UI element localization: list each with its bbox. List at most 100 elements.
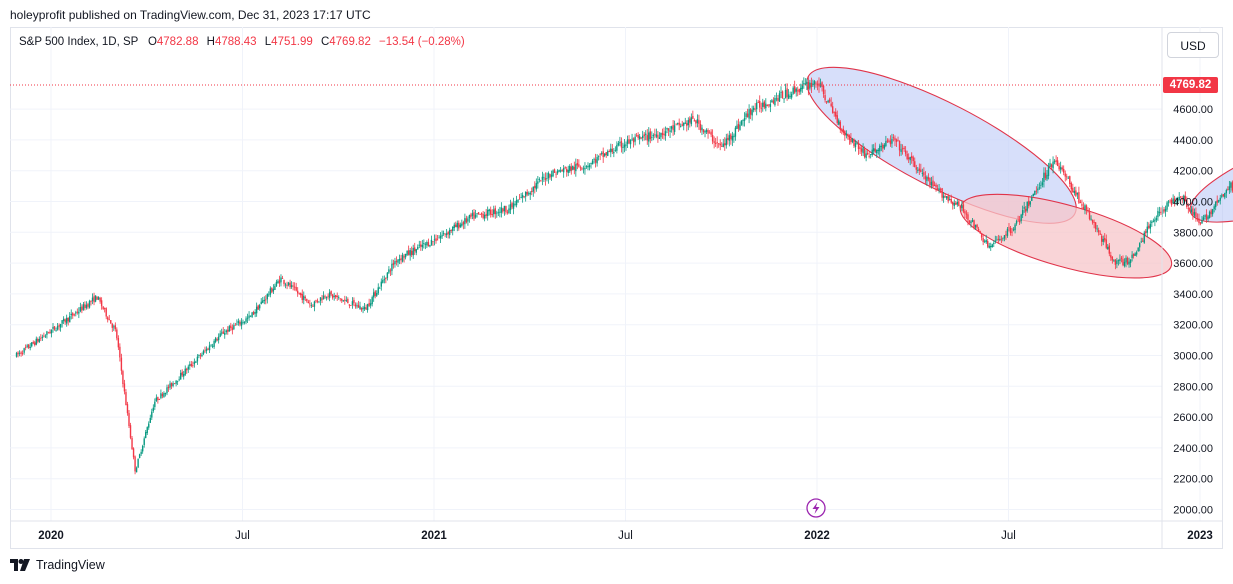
candle-body [350,305,352,306]
candle-body [667,128,670,131]
candle [664,126,667,141]
candle [851,137,854,144]
candle [1072,183,1074,193]
candle [173,383,176,385]
candle-body [44,335,47,337]
candle [417,244,419,250]
candle-body [792,87,794,94]
candle [67,317,69,326]
candle [1157,207,1159,221]
candle [517,198,519,204]
candle [1129,259,1132,268]
candle [740,120,743,126]
candle [635,132,638,137]
candle-body [163,393,165,397]
candle-body [379,287,381,289]
candle-body [417,246,419,250]
candle [493,205,495,218]
candle-body [1157,210,1159,218]
candle-body [151,411,153,418]
candle-body [646,135,648,141]
candle-body [675,123,677,125]
footer-brand[interactable]: TradingView [10,558,105,572]
symbol-label[interactable]: S&P 500 Index, 1D, SP [19,36,139,48]
candle-body [426,241,428,246]
candle-body [37,339,39,342]
candle [496,210,498,218]
currency-button[interactable]: USD [1167,32,1219,58]
candle [1113,259,1115,262]
price-axis[interactable]: 2000.002200.002400.002600.002800.003000.… [1173,104,1213,516]
candle-body [369,303,372,306]
time-axis[interactable]: 2020Jul2021Jul2022Jul2023Jul2024Jul2025J… [38,530,1233,542]
candle-body [944,196,946,198]
candle [696,114,699,128]
candle-body [1026,201,1028,211]
candle-body [1202,217,1205,221]
blue-zone-ellipse[interactable] [1180,108,1233,241]
candle-body [643,134,645,137]
candle-body [301,293,303,301]
candle-body [1196,218,1199,220]
candle [398,254,401,265]
candle-body [284,284,287,286]
candle [573,161,576,175]
candle [578,159,580,168]
candle-body [763,101,765,108]
candle-body [231,327,234,331]
candle-body [1021,210,1024,216]
candle-body [34,342,36,346]
candle [1069,175,1071,188]
candle [429,244,431,248]
candle [26,343,28,349]
candle [695,120,697,128]
candle [660,132,662,141]
candle-body [1125,257,1127,263]
candle [306,298,308,303]
candle-body [1097,230,1100,233]
candle-body [129,425,132,438]
candle-body [164,393,167,395]
candle-body [806,82,808,84]
candle [397,258,399,268]
candle-body [912,157,914,162]
candle [1063,165,1065,176]
candle [275,279,278,287]
candle-body [748,109,750,119]
candle [640,137,642,140]
candle-body [187,366,189,370]
candle-body [143,438,145,445]
candle [199,353,202,360]
candle [313,300,316,312]
candle [648,127,650,147]
lightning-icon[interactable] [806,498,826,518]
candle-body [1069,176,1071,185]
candle [643,132,645,141]
candle-body [939,189,942,191]
candle-body [26,345,28,347]
candle [23,347,25,355]
candle [105,307,107,320]
candle-body [502,208,504,212]
candle-body [1166,202,1168,210]
candle-body [901,148,904,150]
candle-body [699,124,702,131]
candle-body [304,297,306,298]
candle [544,172,547,186]
candle [1167,199,1170,207]
candle [742,119,744,127]
candle [1006,226,1009,238]
candle-body [1145,231,1147,234]
candle [450,229,452,234]
candle-body [836,115,838,123]
candle [438,235,440,239]
candle-body [839,121,841,130]
candle [298,292,300,295]
candle-body [1038,187,1041,189]
candle [716,136,718,149]
candle [1140,237,1142,243]
chart-frame[interactable] [10,27,1223,549]
candle-body [871,149,873,156]
candle-body [882,144,884,149]
